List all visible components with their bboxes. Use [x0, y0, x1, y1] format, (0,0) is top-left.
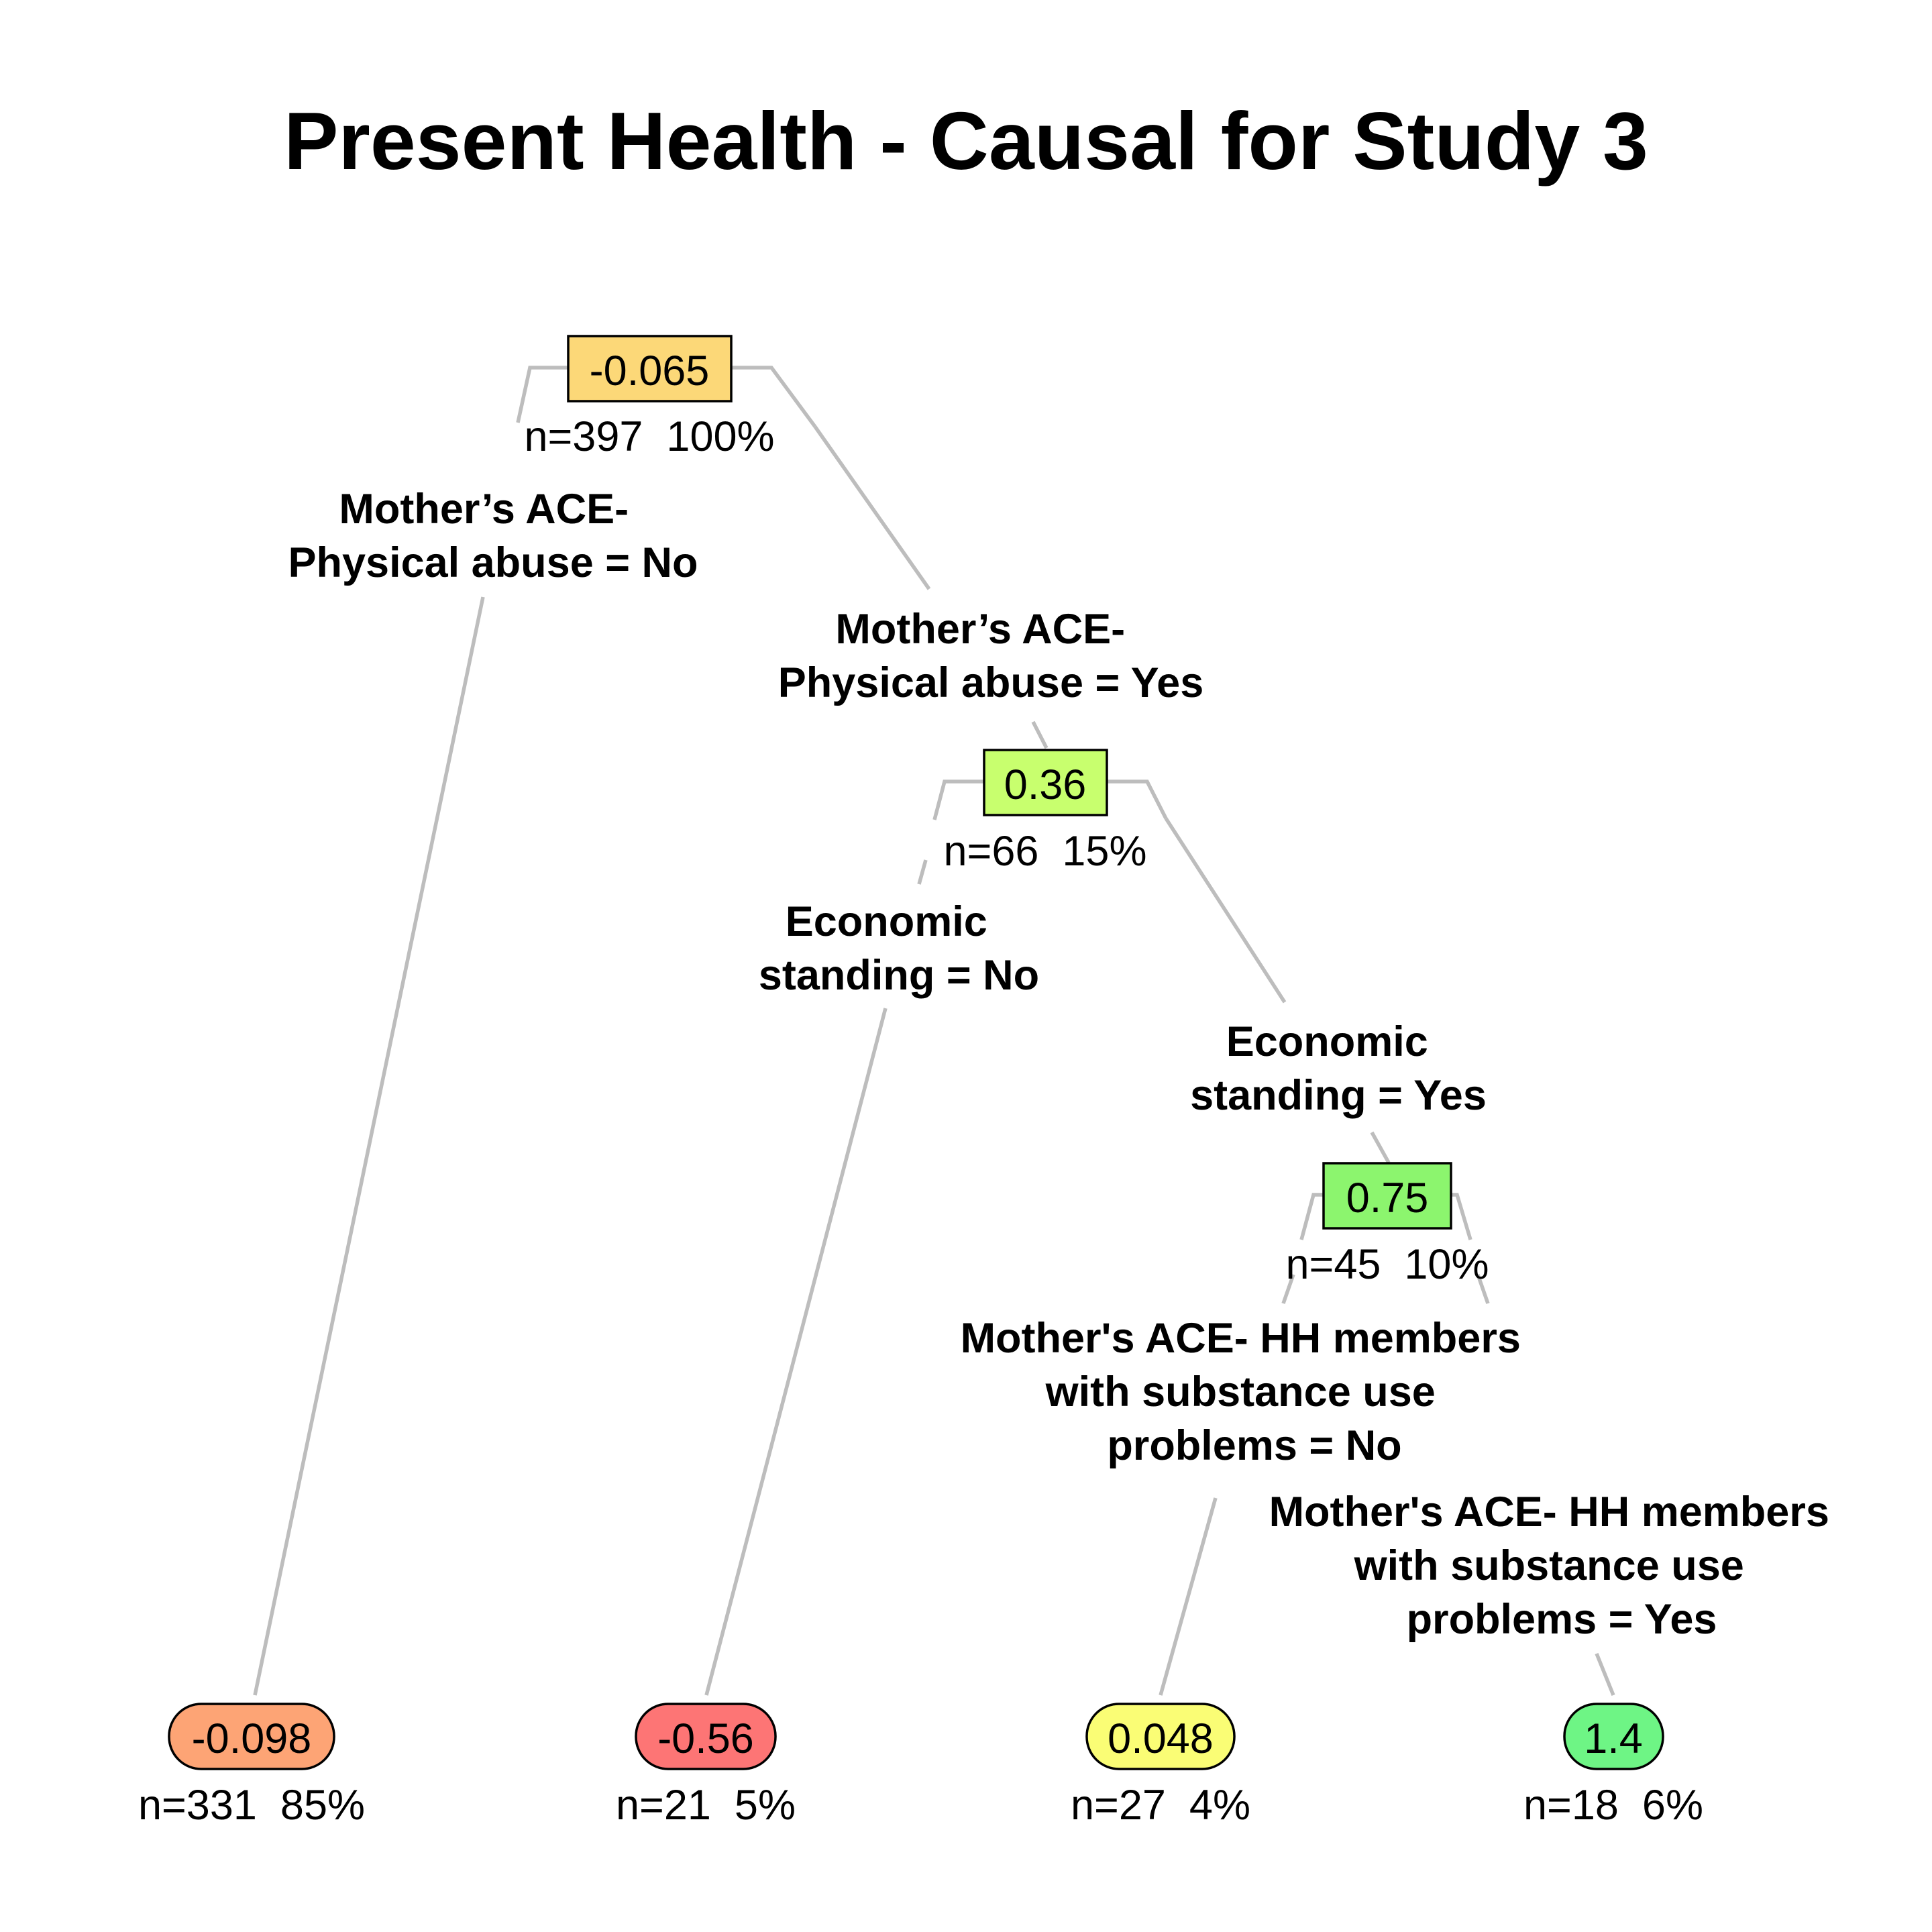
split-line: with substance use [1354, 1542, 1744, 1589]
node-substance-value: 0.75 [1346, 1175, 1429, 1222]
leaf-4-value: 1.4 [1584, 1715, 1643, 1762]
leaf-3: 0.048 n=27 4% [1071, 1703, 1250, 1829]
edge-n3-l3 [1299, 1193, 1324, 1240]
leaf-4: 1.4 n=18 6% [1523, 1703, 1703, 1829]
edge-n2-n2box [1031, 720, 1049, 749]
split-line: problems = No [1107, 1422, 1401, 1469]
tree-edges [253, 366, 1615, 1697]
leaf-1: -0.098 n=331 85% [138, 1703, 365, 1829]
split-line: standing = Yes [1190, 1072, 1487, 1119]
node-root-box [567, 335, 733, 402]
node-root: -0.065 n=397 100% [524, 335, 775, 460]
leaf-3-box [1085, 1703, 1236, 1770]
node-economic-stats: n=66 15% [943, 828, 1146, 875]
leaf-1-stats: n=331 85% [138, 1782, 365, 1829]
edge-n3-l3-lower [1159, 1497, 1218, 1696]
edge-n2-n3 [1107, 780, 1168, 820]
node-economic-value: 0.36 [1004, 761, 1087, 808]
split-line: problems = Yes [1407, 1596, 1717, 1643]
node-economic: 0.36 n=66 15% [943, 749, 1147, 875]
edge-n1-n2-lower [813, 425, 931, 590]
split-line: with substance use [1045, 1368, 1436, 1415]
edge-n3-n3box [1370, 1131, 1391, 1164]
leaf-4-box [1563, 1703, 1664, 1770]
edge-n2-l2-lower [704, 1008, 888, 1696]
split-line: Physical abuse = No [288, 539, 698, 586]
edge-n2-n3-lower [1164, 817, 1287, 1004]
node-substance: 0.75 n=45 10% [1285, 1162, 1489, 1288]
node-root-stats: n=397 100% [524, 413, 774, 460]
edge-n3-l4-mid [1476, 1274, 1490, 1304]
node-economic-box [983, 749, 1108, 816]
split-line: Mother’s ACE- [835, 606, 1125, 653]
edge-n3-l3-mid [1281, 1274, 1295, 1304]
leaf-2-box [635, 1703, 777, 1770]
split-line: standing = No [759, 952, 1039, 999]
node-substance-box [1322, 1162, 1452, 1230]
split-label-economic-no: Economic standing = No [759, 898, 1039, 999]
split-label-substance-no: Mother's ACE- HH members with substance … [961, 1315, 1533, 1469]
leaf-1-box [168, 1703, 335, 1770]
edge-n3-l4-lower [1595, 1652, 1615, 1697]
split-label-physical-abuse-yes: Mother’s ACE- Physical abuse = Yes [778, 606, 1204, 706]
split-line: Economic [786, 898, 987, 945]
split-line: Mother's ACE- HH members [961, 1315, 1521, 1362]
leaf-4-stats: n=18 6% [1523, 1782, 1703, 1829]
edge-n1-n2 [731, 366, 817, 428]
split-line: Mother's ACE- HH members [1269, 1489, 1829, 1536]
split-line: Mother’s ACE- [339, 486, 629, 533]
split-label-economic-yes: Economic standing = Yes [1190, 1018, 1487, 1119]
edge-n2-l2 [932, 780, 984, 820]
edge-n2-l2-mid [917, 859, 928, 885]
leaf-2: -0.56 n=21 5% [616, 1703, 796, 1829]
edge-n1-l1-lower [253, 596, 485, 1696]
split-line: Physical abuse = Yes [778, 659, 1204, 706]
edge-n1-l1 [516, 366, 568, 423]
node-substance-stats: n=45 10% [1285, 1241, 1489, 1288]
leaf-1-value: -0.098 [192, 1715, 312, 1762]
split-label-physical-abuse-no: Mother’s ACE- Physical abuse = No [288, 486, 698, 586]
leaf-3-value: 0.048 [1108, 1715, 1214, 1762]
page-title: Present Health - Causal for Study 3 [284, 95, 1648, 186]
split-line: Economic [1226, 1018, 1428, 1065]
leaf-2-value: -0.56 [657, 1715, 754, 1762]
leaf-3-stats: n=27 4% [1071, 1782, 1250, 1829]
edge-n3-l4 [1451, 1193, 1472, 1240]
node-root-value: -0.065 [590, 347, 710, 394]
leaf-2-stats: n=21 5% [616, 1782, 796, 1829]
split-label-substance-yes: Mother's ACE- HH members with substance … [1269, 1489, 1841, 1643]
